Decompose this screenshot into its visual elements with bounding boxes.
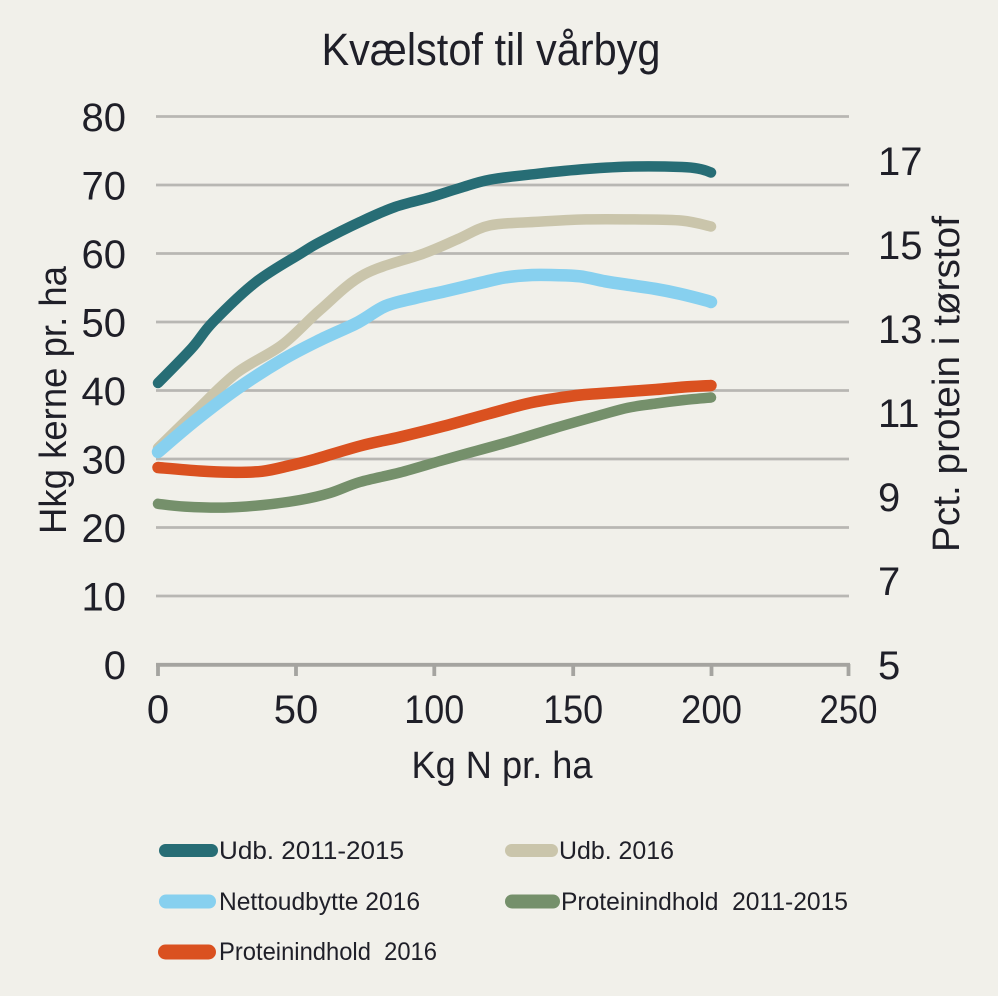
svg-text:Udb. 2016: Udb. 2016 xyxy=(559,837,674,865)
svg-text:40: 40 xyxy=(82,370,127,414)
svg-text:15: 15 xyxy=(878,224,923,268)
svg-text:20: 20 xyxy=(82,507,127,551)
svg-text:17: 17 xyxy=(878,140,923,184)
svg-text:Proteinindhold 2011-2015: Proteinindhold 2011-2015 xyxy=(561,888,848,916)
svg-text:Kg N pr. ha: Kg N pr. ha xyxy=(412,745,594,787)
svg-text:Kvælstof til vårbyg: Kvælstof til vårbyg xyxy=(322,24,661,75)
svg-text:50: 50 xyxy=(82,302,127,346)
svg-text:Pct. protein i tørstof: Pct. protein i tørstof xyxy=(926,216,968,552)
svg-text:30: 30 xyxy=(82,439,127,483)
svg-text:0: 0 xyxy=(147,688,169,732)
svg-text:60: 60 xyxy=(82,233,127,277)
svg-text:200: 200 xyxy=(681,688,742,732)
svg-text:70: 70 xyxy=(82,165,127,209)
svg-text:5: 5 xyxy=(878,644,900,688)
svg-text:Udb. 2011-2015: Udb. 2011-2015 xyxy=(219,837,404,865)
svg-text:13: 13 xyxy=(878,308,923,352)
svg-text:Nettoudbytte 2016: Nettoudbytte 2016 xyxy=(219,888,420,916)
svg-text:Proteinindhold 2016: Proteinindhold 2016 xyxy=(219,938,437,966)
svg-text:80: 80 xyxy=(82,96,127,140)
svg-text:150: 150 xyxy=(543,688,603,732)
svg-text:11: 11 xyxy=(878,392,920,436)
svg-text:9: 9 xyxy=(878,476,900,520)
svg-text:250: 250 xyxy=(820,688,878,732)
svg-text:50: 50 xyxy=(274,688,319,732)
svg-text:0: 0 xyxy=(104,644,126,688)
svg-text:100: 100 xyxy=(404,688,464,732)
svg-text:7: 7 xyxy=(878,560,900,604)
svg-text:Hkg kerne pr. ha: Hkg kerne pr. ha xyxy=(33,265,75,534)
svg-text:10: 10 xyxy=(82,576,127,620)
